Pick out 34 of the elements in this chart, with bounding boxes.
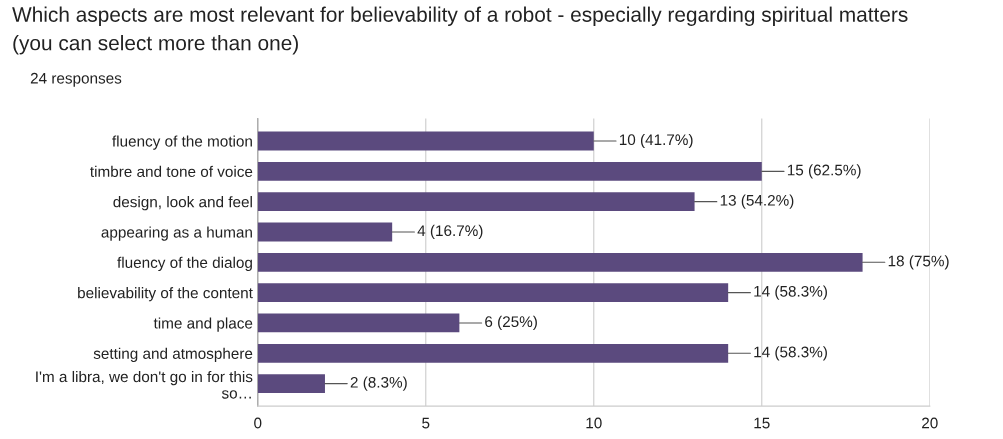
y-tick-label: appearing as a human (101, 226, 252, 241)
data-label: 18 (75%) (888, 255, 949, 270)
data-label: 6 (25%) (485, 315, 537, 331)
data-label: 14 (58.3%) (754, 285, 827, 300)
bar (257, 252, 863, 272)
bar (257, 161, 762, 181)
bar (257, 343, 729, 363)
y-tick-label: fluency of the motion (112, 135, 252, 150)
data-label: 13 (54.2%) (720, 194, 794, 209)
y-tick-label: fluency of the dialog (117, 256, 252, 272)
data-label: 10 (41.7%) (619, 133, 693, 149)
data-label: 14 (58.3%) (754, 346, 827, 361)
bar (257, 283, 729, 303)
y-tick-label: timbre and tone of voice (90, 165, 253, 178)
bar (257, 222, 393, 242)
bar (257, 131, 594, 151)
y-tick-label: I'm a libra, we don't go in for this so… (36, 370, 253, 399)
y-tick-label: setting and atmosphere (93, 347, 253, 362)
x-tick-label: 0 (254, 417, 262, 429)
data-label: 2 (8.3%) (350, 376, 407, 391)
bar (257, 313, 460, 333)
data-label: 4 (16.7%) (417, 224, 483, 240)
data-label: 15 (62.5%) (787, 164, 861, 179)
x-tick-label: 15 (754, 417, 770, 429)
bar (257, 374, 325, 393)
y-tick-label: time and place (153, 317, 253, 332)
x-tick-label: 5 (422, 417, 430, 429)
y-tick-label: design, look and feel (113, 196, 252, 211)
x-tick-label: 20 (922, 417, 938, 429)
text: 24 responses (30, 72, 122, 87)
y-tick-label: believability of the content (78, 287, 253, 302)
chart-title: Which aspects are most relevant for believability of a robot - especially regarding spiritual matters (you can select more than one) (12, 6, 908, 55)
bar (257, 192, 695, 212)
x-tick-label: 10 (586, 417, 602, 429)
